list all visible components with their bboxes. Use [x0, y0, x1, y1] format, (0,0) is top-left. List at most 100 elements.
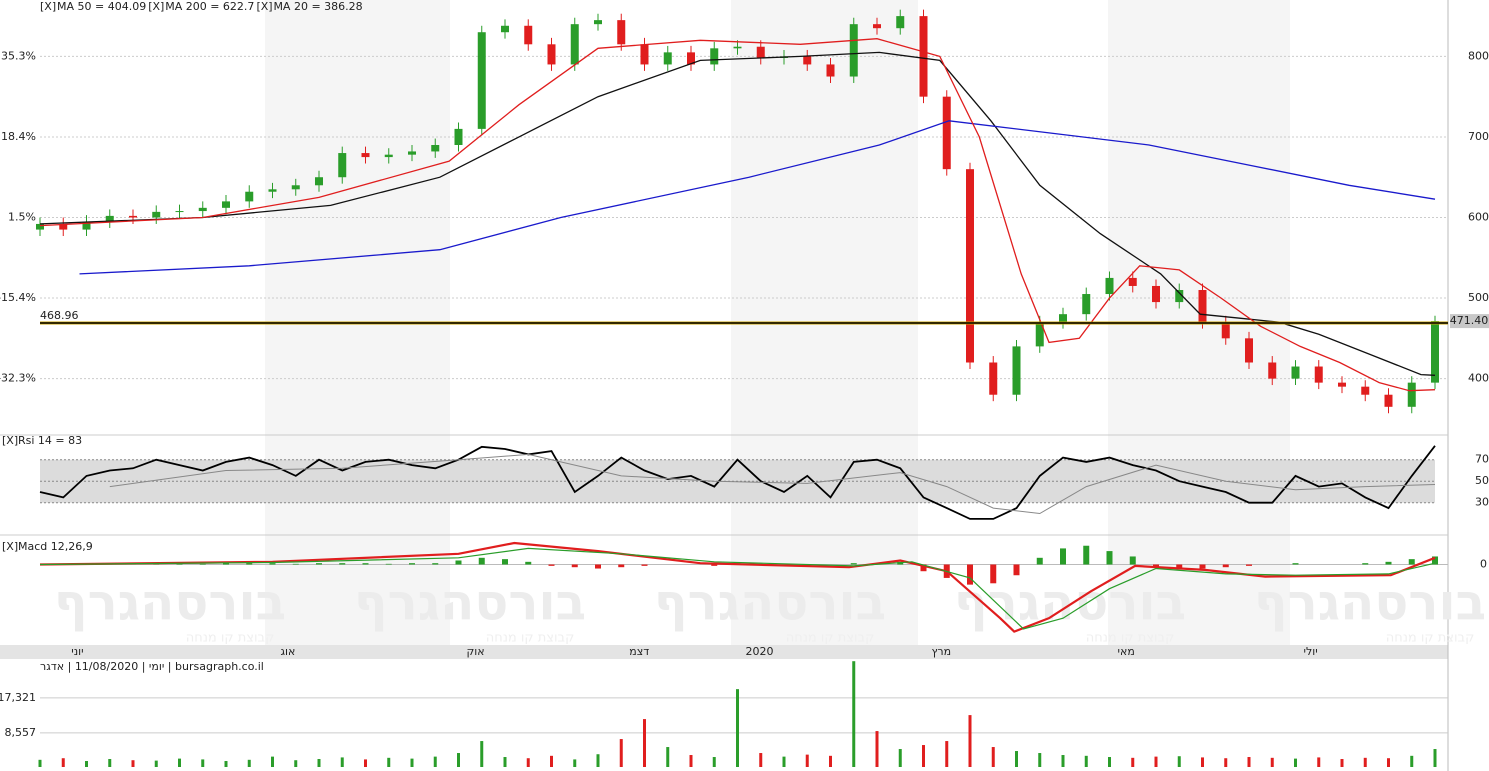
watermark: בורסהגרף	[354, 574, 586, 632]
series-line	[39, 445, 1436, 520]
y-tick-label: 800	[1468, 49, 1489, 62]
panel-close[interactable]: [X]	[2, 540, 18, 553]
candle-body	[454, 128, 463, 145]
volume-bar	[1224, 758, 1228, 767]
watermark-sub: קבוצת קו מנחה	[186, 631, 275, 646]
y2-tick-label: 35.3%	[1, 50, 36, 63]
volume-bar	[805, 754, 809, 767]
volume-bar	[596, 754, 600, 767]
series-line	[109, 453, 1436, 515]
histogram-bar	[641, 564, 648, 566]
candle-body	[59, 223, 68, 230]
volume-bar	[689, 755, 693, 767]
volume-bar	[1084, 755, 1088, 767]
legend-close[interactable]: [X]	[40, 0, 56, 13]
volume-bar	[968, 715, 972, 767]
legend-close[interactable]: [X]	[148, 0, 164, 13]
volume-bar	[294, 760, 298, 767]
volume-bar	[875, 731, 879, 767]
candle-body	[594, 20, 602, 25]
candle-body	[1268, 362, 1277, 379]
histogram-bar	[362, 563, 369, 565]
watermark-sub: קבוצת קו מנחה	[1086, 631, 1175, 646]
histogram-bar	[502, 559, 508, 565]
histogram-bar	[455, 560, 462, 565]
volume-bar	[317, 759, 321, 767]
panel-title: Macd 12,26,9	[18, 540, 93, 553]
candle-body	[152, 211, 161, 218]
volume-bar	[1270, 757, 1274, 767]
histogram-bar	[525, 561, 532, 565]
candle-body	[617, 20, 626, 45]
volume-bar	[1340, 759, 1344, 767]
histogram-bar	[1153, 564, 1159, 568]
candle-body	[198, 207, 207, 212]
volume-bar	[782, 756, 786, 767]
histogram-bar	[409, 563, 415, 565]
candle-body	[361, 153, 370, 158]
candle-body	[1314, 366, 1323, 383]
footer: יומי | 11/08/2020 | אדגר | bursagraph.co…	[40, 660, 264, 673]
candle-body	[1175, 290, 1184, 303]
volume-bar	[1410, 755, 1414, 767]
volume-bar	[1108, 757, 1111, 767]
panel-close[interactable]: [X]	[2, 434, 18, 447]
legend-close[interactable]: [X]	[256, 0, 272, 13]
histogram-bar	[571, 564, 578, 568]
candle-body	[82, 221, 91, 230]
h-line-label: 468.96	[40, 309, 79, 322]
candle-body	[570, 24, 579, 65]
y-tick-label: 17,321	[0, 691, 36, 704]
volume-bar	[1433, 749, 1437, 767]
histogram-bar	[920, 564, 927, 572]
candle-body	[175, 211, 184, 213]
y-tick-label: 50	[1475, 474, 1489, 487]
histogram-bar	[1083, 545, 1090, 565]
x-axis-band	[0, 645, 1448, 659]
histogram-bar	[1362, 563, 1369, 565]
histogram-bar	[246, 563, 253, 565]
histogram-bar	[850, 563, 857, 565]
y2-tick-label: 18.4%	[1, 130, 36, 143]
candle-body	[1291, 366, 1300, 379]
legend-entry: MA 200 = 622.7	[165, 0, 254, 13]
candle-body	[849, 24, 858, 77]
watermark: בורסהגרף	[54, 574, 286, 632]
candle-body	[222, 201, 230, 208]
candle-body	[1361, 386, 1370, 395]
volume-bar	[1015, 751, 1018, 767]
x-tick-label: אוק	[467, 645, 485, 658]
histogram-bar	[1176, 564, 1183, 569]
volume-bar	[712, 757, 716, 767]
y2-tick-label: -32.3%	[0, 371, 36, 384]
candle-body	[1431, 321, 1439, 383]
volume-bar	[1177, 756, 1181, 767]
volume-bar	[526, 758, 530, 767]
histogram-bar	[1106, 551, 1113, 565]
candle-body	[803, 56, 812, 65]
candle-body	[408, 151, 416, 155]
volume-bar	[364, 759, 367, 767]
histogram-bar	[1013, 564, 1020, 576]
series-line	[39, 541, 1436, 633]
volume-bar	[1154, 756, 1158, 767]
series-line	[39, 51, 1436, 376]
candle-body	[1245, 338, 1253, 363]
candle-body	[733, 46, 742, 49]
volume-bar	[1131, 757, 1135, 767]
candle-body	[547, 44, 556, 65]
x-tick-label: יוני	[71, 645, 83, 658]
candle-body	[756, 46, 765, 58]
watermark-sub: קבוצת קו מנחה	[786, 631, 875, 646]
volume-bar	[154, 760, 158, 767]
volume-bar	[457, 753, 460, 767]
candle-body	[966, 169, 974, 363]
histogram-bar	[711, 564, 718, 566]
volume-bar	[503, 757, 507, 767]
legend-entry: MA 20 = 386.28	[273, 0, 362, 13]
volume-bar	[666, 747, 670, 767]
histogram-bar	[595, 564, 601, 569]
x-tick-label: יולי	[1304, 645, 1318, 658]
histogram-bar	[1222, 564, 1229, 568]
